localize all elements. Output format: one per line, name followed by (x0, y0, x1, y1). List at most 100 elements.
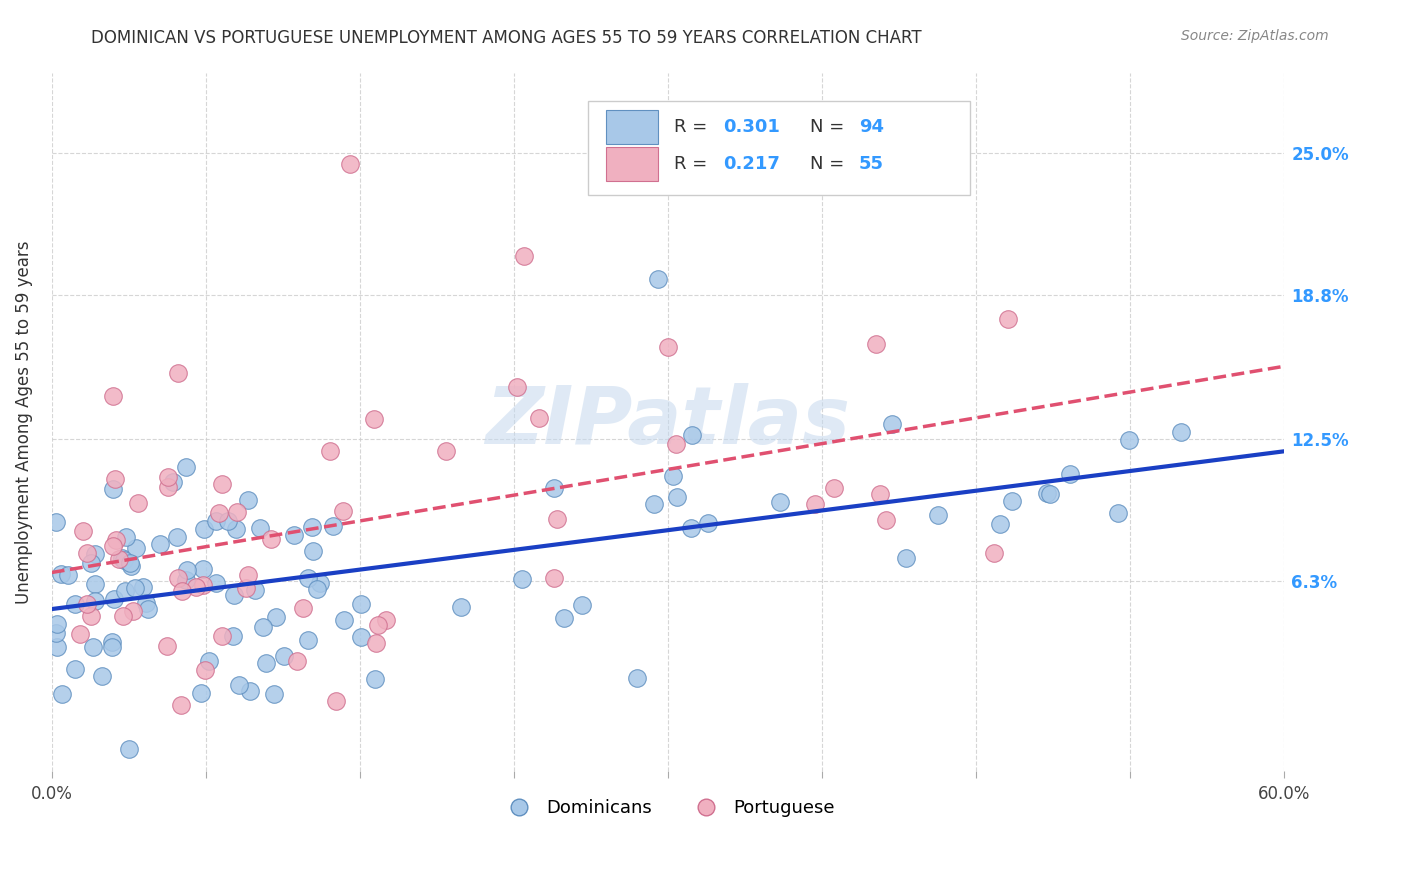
Point (626, 671, 648, 685)
Point (204, 575, 226, 590)
Point (80, 609, 103, 624)
Point (662, 469, 685, 483)
Point (101, 640, 124, 655)
Point (291, 601, 314, 615)
Point (157, 480, 180, 494)
Point (339, 157, 361, 171)
Point (136, 602, 159, 616)
Point (769, 495, 792, 509)
Point (63, 597, 86, 611)
Point (80, 556, 103, 570)
Point (512, 572, 534, 586)
Point (350, 597, 373, 611)
Point (149, 537, 172, 551)
Point (211, 477, 233, 491)
Text: 55: 55 (859, 155, 884, 173)
Point (322, 519, 344, 533)
Point (166, 530, 188, 544)
Point (880, 417, 903, 432)
Point (927, 508, 949, 522)
Point (363, 411, 385, 425)
Point (101, 635, 124, 649)
Point (170, 584, 193, 599)
Point (249, 521, 271, 535)
Point (112, 609, 135, 624)
Point (114, 584, 136, 599)
Point (366, 636, 388, 650)
Point (297, 632, 319, 647)
FancyBboxPatch shape (606, 110, 658, 145)
Text: R =: R = (673, 155, 713, 173)
Point (367, 618, 389, 632)
Text: Source: ZipAtlas.com: Source: ZipAtlas.com (1181, 29, 1329, 44)
Point (869, 487, 891, 501)
Point (124, 581, 146, 595)
Text: R =: R = (673, 119, 713, 136)
Point (238, 492, 260, 507)
Point (665, 437, 688, 451)
Text: N =: N = (810, 119, 849, 136)
Point (260, 532, 283, 546)
Point (205, 515, 228, 529)
Point (325, 694, 347, 708)
Point (894, 551, 917, 566)
Point (553, 611, 575, 625)
Point (194, 663, 217, 677)
FancyBboxPatch shape (606, 147, 658, 181)
Point (983, 546, 1005, 560)
Point (104, 472, 127, 486)
Point (118, 742, 141, 756)
Point (364, 672, 387, 686)
Point (1118, 434, 1140, 448)
Point (56, 568, 79, 582)
Point (309, 576, 332, 591)
Point (101, 388, 124, 402)
Point (319, 443, 342, 458)
Point (162, 475, 184, 489)
Point (101, 539, 124, 553)
Point (83, 576, 105, 591)
Point (76, 597, 98, 611)
Point (69, 627, 91, 641)
Point (263, 687, 285, 701)
Point (543, 571, 565, 585)
Point (283, 528, 305, 542)
Point (170, 698, 193, 713)
Point (132, 580, 155, 594)
Point (571, 598, 593, 612)
Point (83, 547, 105, 561)
Point (243, 583, 266, 598)
Point (333, 613, 356, 627)
Point (252, 620, 274, 634)
Point (191, 578, 214, 592)
Point (101, 482, 124, 496)
Point (76, 546, 98, 560)
Point (84, 594, 107, 608)
Point (120, 556, 142, 570)
Point (217, 514, 239, 528)
Point (301, 544, 323, 558)
Point (186, 580, 208, 594)
Point (112, 553, 135, 567)
Point (111, 550, 134, 565)
Point (643, 497, 665, 511)
Text: N =: N = (810, 155, 849, 173)
Point (51, 687, 73, 701)
Point (375, 613, 398, 627)
Point (174, 460, 197, 475)
Point (988, 516, 1011, 531)
Point (450, 600, 472, 615)
Point (546, 512, 568, 526)
Point (115, 530, 138, 544)
Point (45, 626, 67, 640)
Point (134, 595, 156, 609)
Point (824, 481, 846, 495)
Point (350, 630, 373, 644)
Point (513, 249, 536, 263)
Point (193, 522, 215, 536)
Point (297, 571, 319, 585)
Point (226, 505, 249, 519)
Point (45, 515, 67, 529)
Point (221, 628, 243, 642)
Point (191, 562, 214, 576)
